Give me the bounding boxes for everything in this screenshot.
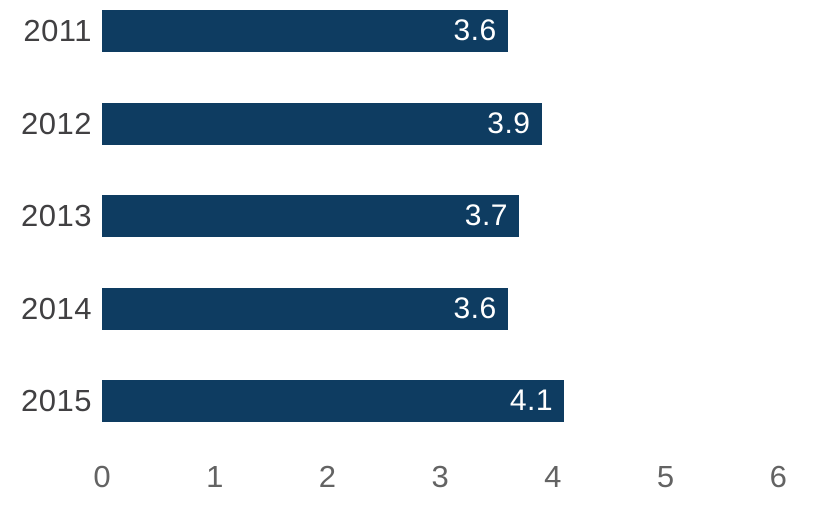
bar-row: 2014 3.6	[0, 287, 830, 330]
bar: 3.6	[102, 10, 508, 52]
bar-value-label: 3.6	[453, 14, 497, 47]
x-tick-label: 3	[431, 459, 449, 494]
x-tick-label: 4	[544, 459, 562, 494]
bar: 3.6	[102, 287, 508, 330]
category-label: 2013	[21, 198, 92, 233]
x-tick-label: 1	[206, 459, 224, 494]
x-tick-label: 2	[318, 459, 337, 494]
category-label: 2015	[21, 383, 92, 418]
bar-value-label: 3.7	[464, 199, 508, 232]
bar-value-label: 3.9	[487, 106, 531, 140]
bar-row: 2011 3.6	[0, 10, 830, 52]
bar: 3.7	[102, 195, 519, 237]
bar: 3.9	[102, 102, 542, 145]
bar-value-label: 4.1	[509, 384, 554, 417]
bar-value-label: 3.6	[453, 291, 497, 325]
bar-row: 2013 3.7	[0, 195, 830, 237]
x-tick-label: 5	[656, 459, 675, 494]
bar: 4.1	[102, 380, 565, 422]
bar-row: 2012 3.9	[0, 102, 830, 145]
x-axis: 0 1 2 3 4 5 6	[0, 459, 830, 499]
bar-row: 2015 4.1	[0, 380, 830, 422]
category-label: 2014	[21, 290, 92, 326]
x-tick-label: 6	[769, 459, 787, 494]
category-label: 2012	[21, 105, 92, 141]
x-tick-label: 0	[93, 459, 111, 494]
category-label: 2011	[23, 13, 92, 48]
